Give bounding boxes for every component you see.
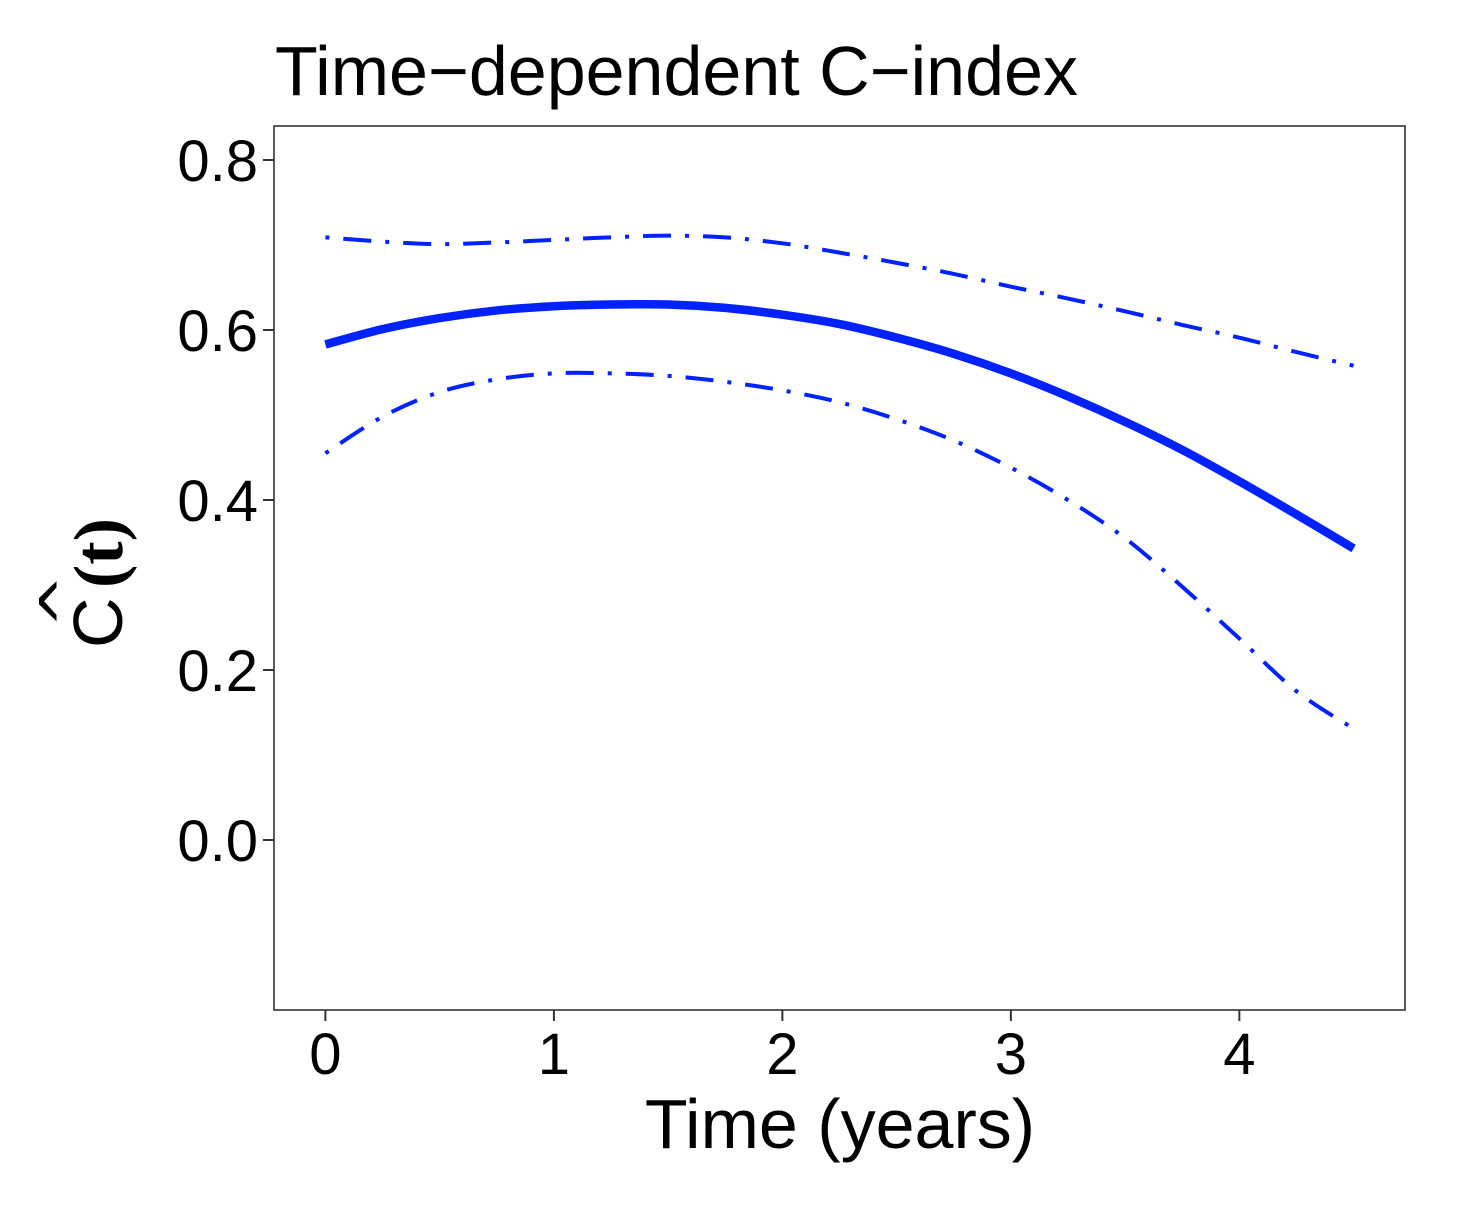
- x-axis-title: Time (years): [645, 1085, 1035, 1163]
- series-line-estimate: [324, 299, 1356, 553]
- y-axis-title-argument: (t): [61, 518, 138, 588]
- y-tick-label: 0.4: [177, 469, 258, 534]
- series-line-lower-bound: [324, 370, 1355, 731]
- y-tick-label: 0.0: [177, 809, 258, 874]
- y-axis-title-hat: ^: [28, 574, 102, 628]
- y-tick-label: 0.8: [177, 129, 258, 194]
- x-tick-label: 3: [995, 1022, 1027, 1087]
- x-axis: 0 1 2 3 4: [309, 1010, 1255, 1087]
- y-tick-label: 0.6: [177, 299, 258, 364]
- y-axis-title: ^ C (t): [28, 518, 138, 648]
- x-tick-label: 1: [538, 1022, 570, 1087]
- x-tick-label: 4: [1223, 1022, 1255, 1087]
- series-line-upper-bound: [325, 233, 1355, 368]
- plot-panel-border: [273, 125, 1406, 1011]
- y-axis: 0.0 0.2 0.4 0.6 0.8: [177, 129, 274, 874]
- x-tick-label: 2: [766, 1022, 798, 1087]
- y-tick-label: 0.2: [177, 639, 258, 704]
- y-axis-title-letter: C: [59, 597, 137, 648]
- plot-area: [273, 125, 1406, 1011]
- chart-title: Time−dependent C−index: [275, 32, 1078, 110]
- x-tick-label: 0: [309, 1022, 341, 1087]
